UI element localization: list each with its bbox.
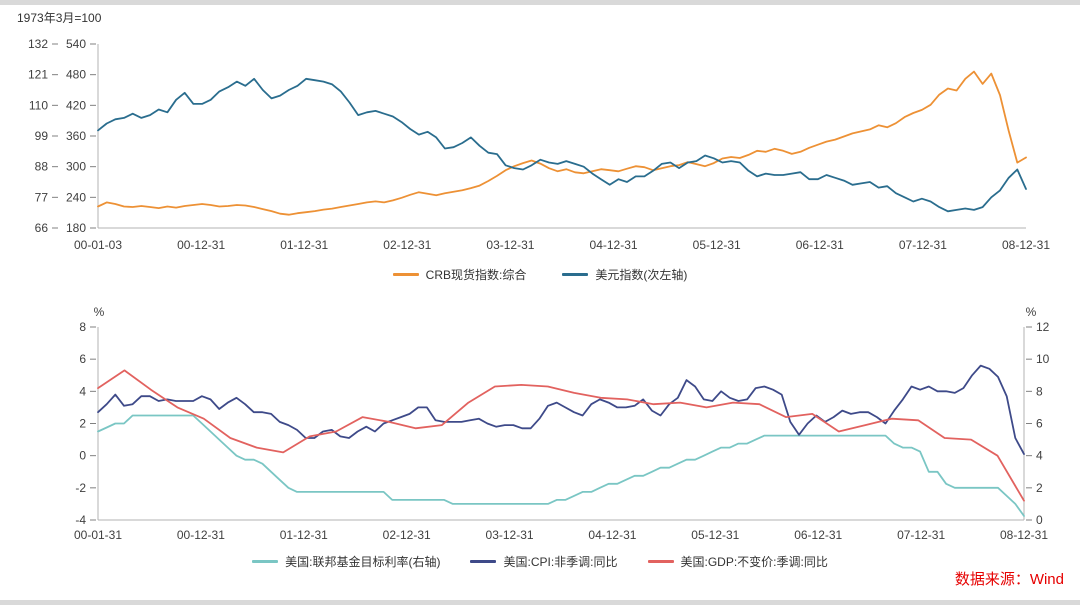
y-tick-label: 4 <box>1036 449 1043 463</box>
legend-label-gdp: 美国:GDP:不变价:季调:同比 <box>680 555 828 569</box>
x-tick-label: 03-12-31 <box>486 238 534 252</box>
x-tick-label: 02-12-31 <box>383 528 431 542</box>
legend-label-crb: CRB现货指数:综合 <box>425 268 527 282</box>
series-line-cpi <box>97 364 1025 456</box>
y-tick-label: 6 <box>1036 417 1043 431</box>
x-tick-label: 01-12-31 <box>280 528 328 542</box>
legend-label-usd: 美元指数(次左轴) <box>595 268 688 282</box>
y-tick-label: -2 <box>75 481 86 495</box>
series-line-usd <box>97 77 1027 213</box>
y-tick-label: 300 <box>66 160 86 174</box>
series-line-gdp <box>97 369 1025 502</box>
y-tick-label: 66 <box>35 221 49 235</box>
y-tick-label: 88 <box>35 160 49 174</box>
y-tick-label: 99 <box>35 129 49 143</box>
y-tick-label: 132 <box>28 37 48 51</box>
x-tick-label: 03-12-31 <box>486 528 534 542</box>
top-chart-legend: CRB现货指数:综合 美元指数(次左轴) <box>0 266 1080 283</box>
legend-item-ffr: 美国:联邦基金目标利率(右轴) <box>252 553 440 570</box>
y-tick-label: 121 <box>28 68 48 82</box>
y-tick-label: 6 <box>79 352 86 366</box>
legend-item-cpi: 美国:CPI:非季调:同比 <box>470 553 618 570</box>
axis-unit-label: % <box>1026 305 1037 319</box>
y-tick-label: 540 <box>66 37 86 51</box>
y-tick-label: 4 <box>79 384 86 398</box>
y-tick-label: 8 <box>79 320 86 334</box>
series-line-ffr <box>97 414 1025 517</box>
x-tick-label: 05-12-31 <box>693 238 741 252</box>
x-tick-label: 07-12-31 <box>899 238 947 252</box>
y-tick-label: -4 <box>75 513 86 527</box>
legend-item-usd: 美元指数(次左轴) <box>562 266 687 283</box>
window-edge-top <box>0 0 1080 5</box>
y-tick-label: 10 <box>1036 352 1050 366</box>
y-tick-label: 240 <box>66 190 86 204</box>
series-line-crb <box>97 70 1027 216</box>
x-tick-label: 08-12-31 <box>1002 238 1050 252</box>
x-tick-label: 00-01-31 <box>74 528 122 542</box>
bottom-chart-legend: 美国:联邦基金目标利率(右轴) 美国:CPI:非季调:同比 美国:GDP:不变价… <box>0 553 1080 570</box>
crb-line-swatch <box>392 273 419 276</box>
legend-item-crb: CRB现货指数:综合 <box>392 266 527 283</box>
legend-label-cpi: 美国:CPI:非季调:同比 <box>503 555 618 569</box>
ffr-line-swatch <box>252 560 279 563</box>
window-edge-bottom <box>0 600 1080 605</box>
y-tick-label: 0 <box>79 449 86 463</box>
x-tick-label: 08-12-31 <box>1000 528 1048 542</box>
y-tick-label: 12 <box>1036 320 1050 334</box>
y-tick-label: 480 <box>66 68 86 82</box>
y-tick-label: 180 <box>66 221 86 235</box>
x-tick-label: 04-12-31 <box>588 528 636 542</box>
y-tick-label: 2 <box>1036 481 1043 495</box>
y-tick-label: 360 <box>66 129 86 143</box>
x-tick-label: 00-01-03 <box>74 238 122 252</box>
cpi-line-swatch <box>470 560 497 563</box>
legend-label-ffr: 美国:联邦基金目标利率(右轴) <box>285 555 441 569</box>
x-tick-label: 06-12-31 <box>794 528 842 542</box>
usd-line-swatch <box>562 273 589 276</box>
x-tick-label: 04-12-31 <box>590 238 638 252</box>
axis-unit-label: % <box>94 305 105 319</box>
x-tick-label: 02-12-31 <box>383 238 431 252</box>
gdp-line-swatch <box>647 560 674 563</box>
x-tick-label: 05-12-31 <box>691 528 739 542</box>
y-tick-label: 2 <box>79 417 86 431</box>
x-tick-label: 01-12-31 <box>280 238 328 252</box>
y-tick-label: 77 <box>35 190 49 204</box>
data-source-note: 数据来源：Wind <box>954 571 1064 588</box>
x-tick-label: 07-12-31 <box>897 528 945 542</box>
index-base-note: 1973年3月=100 <box>17 11 102 25</box>
y-tick-label: 420 <box>66 98 86 112</box>
x-tick-label: 00-12-31 <box>177 528 225 542</box>
y-tick-label: 0 <box>1036 513 1043 527</box>
x-tick-label: 00-12-31 <box>177 238 225 252</box>
y-tick-label: 110 <box>29 98 48 112</box>
y-tick-label: 8 <box>1036 384 1043 398</box>
x-tick-label: 06-12-31 <box>796 238 844 252</box>
legend-item-gdp: 美国:GDP:不变价:季调:同比 <box>647 553 828 570</box>
